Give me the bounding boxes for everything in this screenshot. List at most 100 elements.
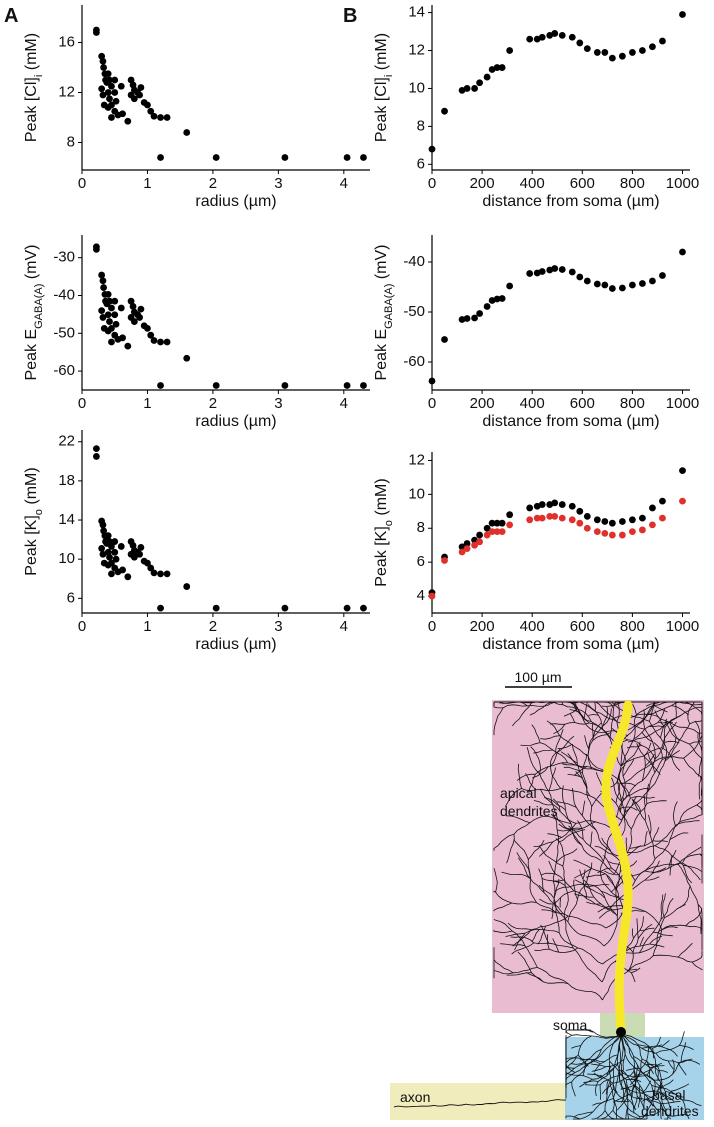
data-point bbox=[124, 573, 132, 581]
dendrite bbox=[646, 1062, 662, 1076]
dendrite bbox=[656, 1090, 675, 1102]
y-axis-label-part: Peak [K] bbox=[23, 515, 40, 575]
dendrite bbox=[562, 865, 569, 915]
dendrite bbox=[637, 1044, 653, 1049]
dendrite bbox=[620, 1034, 653, 1086]
data-point bbox=[506, 521, 514, 529]
data-point bbox=[111, 297, 119, 305]
dendrite bbox=[538, 885, 555, 899]
dendrite bbox=[582, 869, 586, 880]
dendrite bbox=[639, 916, 644, 931]
dendrite bbox=[633, 1071, 638, 1097]
data-point bbox=[124, 117, 132, 125]
dendrite bbox=[653, 742, 663, 760]
dendrite bbox=[628, 873, 653, 893]
data-point bbox=[117, 82, 125, 90]
dendrite bbox=[677, 864, 699, 905]
axon-label: axon bbox=[400, 1089, 430, 1105]
dendrite bbox=[582, 838, 604, 862]
data-point bbox=[281, 382, 289, 389]
y-axis-label: Peak [Cl]i (mM) bbox=[373, 33, 395, 142]
dendrite bbox=[609, 1081, 615, 1111]
dendrite bbox=[633, 1066, 645, 1095]
x-tick-label: 3 bbox=[274, 175, 282, 192]
dendrite bbox=[664, 723, 691, 762]
dendrite bbox=[517, 763, 522, 789]
dendrite bbox=[575, 807, 597, 831]
data-point bbox=[106, 318, 113, 325]
dendrite bbox=[552, 804, 577, 824]
dendrite bbox=[493, 890, 496, 893]
dendrite bbox=[646, 800, 667, 804]
y-tick-label: 12 bbox=[408, 451, 425, 468]
y-tick-label: 10 bbox=[408, 485, 425, 502]
y-axis-label-part: Peak [Cl] bbox=[373, 77, 390, 142]
y-tick-label: -60 bbox=[403, 353, 425, 370]
data-point bbox=[476, 538, 483, 546]
dendrite bbox=[644, 876, 660, 881]
data-point bbox=[608, 285, 616, 292]
dendrite bbox=[552, 815, 572, 824]
data-point bbox=[476, 79, 483, 87]
x-tick-label: 800 bbox=[620, 618, 645, 635]
trunk bbox=[601, 700, 633, 1035]
dendrite bbox=[534, 948, 550, 952]
data-point bbox=[99, 314, 107, 321]
dendrite bbox=[652, 1048, 654, 1059]
dendrite bbox=[559, 897, 562, 908]
dendrite bbox=[646, 1075, 663, 1089]
dendrite bbox=[576, 763, 591, 797]
dendrite bbox=[594, 845, 613, 855]
dendrite bbox=[573, 879, 578, 900]
dendrite bbox=[656, 1036, 661, 1047]
dendrite bbox=[585, 873, 606, 878]
dendrite bbox=[655, 1052, 678, 1063]
data-point bbox=[108, 338, 115, 346]
dendrite bbox=[633, 722, 659, 740]
data-point bbox=[551, 513, 559, 520]
data-point bbox=[601, 281, 609, 289]
dendrite bbox=[493, 959, 514, 974]
dendrite bbox=[549, 723, 565, 725]
y-tick-label: 6 bbox=[67, 589, 75, 606]
dendrite bbox=[648, 725, 664, 728]
dendrite bbox=[574, 879, 584, 885]
x-tick-label: 1 bbox=[143, 618, 151, 635]
dendrite bbox=[618, 1034, 629, 1094]
dendrite bbox=[529, 878, 565, 915]
dendrite bbox=[512, 929, 532, 947]
data-point bbox=[583, 524, 591, 532]
y-axis-label: Peak EGABA(A) (mV) bbox=[23, 245, 45, 381]
dendrite bbox=[643, 830, 648, 846]
dendrite bbox=[495, 891, 537, 905]
data-point bbox=[130, 318, 138, 325]
dendrite bbox=[606, 1088, 614, 1103]
dendrite bbox=[636, 1058, 643, 1079]
dendrite bbox=[565, 1063, 575, 1069]
data-point bbox=[476, 531, 483, 539]
dendrite bbox=[677, 942, 693, 958]
data-point bbox=[136, 314, 144, 321]
data-point bbox=[628, 528, 636, 536]
dendrite bbox=[626, 788, 650, 797]
dendrite bbox=[644, 820, 656, 859]
dendrite bbox=[517, 951, 532, 973]
data-point bbox=[441, 557, 448, 564]
dendrite bbox=[638, 919, 662, 954]
dendrite bbox=[601, 891, 618, 917]
dendrite bbox=[557, 829, 573, 832]
dendrite bbox=[606, 875, 617, 888]
dendrite bbox=[646, 783, 650, 804]
dendrite bbox=[559, 735, 589, 757]
dendrite bbox=[573, 1111, 593, 1118]
dendrite bbox=[653, 931, 673, 937]
dendrite bbox=[649, 935, 663, 945]
dendrite bbox=[557, 801, 577, 808]
dendrite bbox=[525, 971, 544, 983]
dendrite bbox=[548, 860, 557, 875]
data-point bbox=[428, 145, 436, 153]
dendrite bbox=[667, 1060, 674, 1070]
data-point bbox=[157, 338, 164, 346]
data-point bbox=[488, 519, 496, 527]
dendrite bbox=[627, 1113, 641, 1120]
